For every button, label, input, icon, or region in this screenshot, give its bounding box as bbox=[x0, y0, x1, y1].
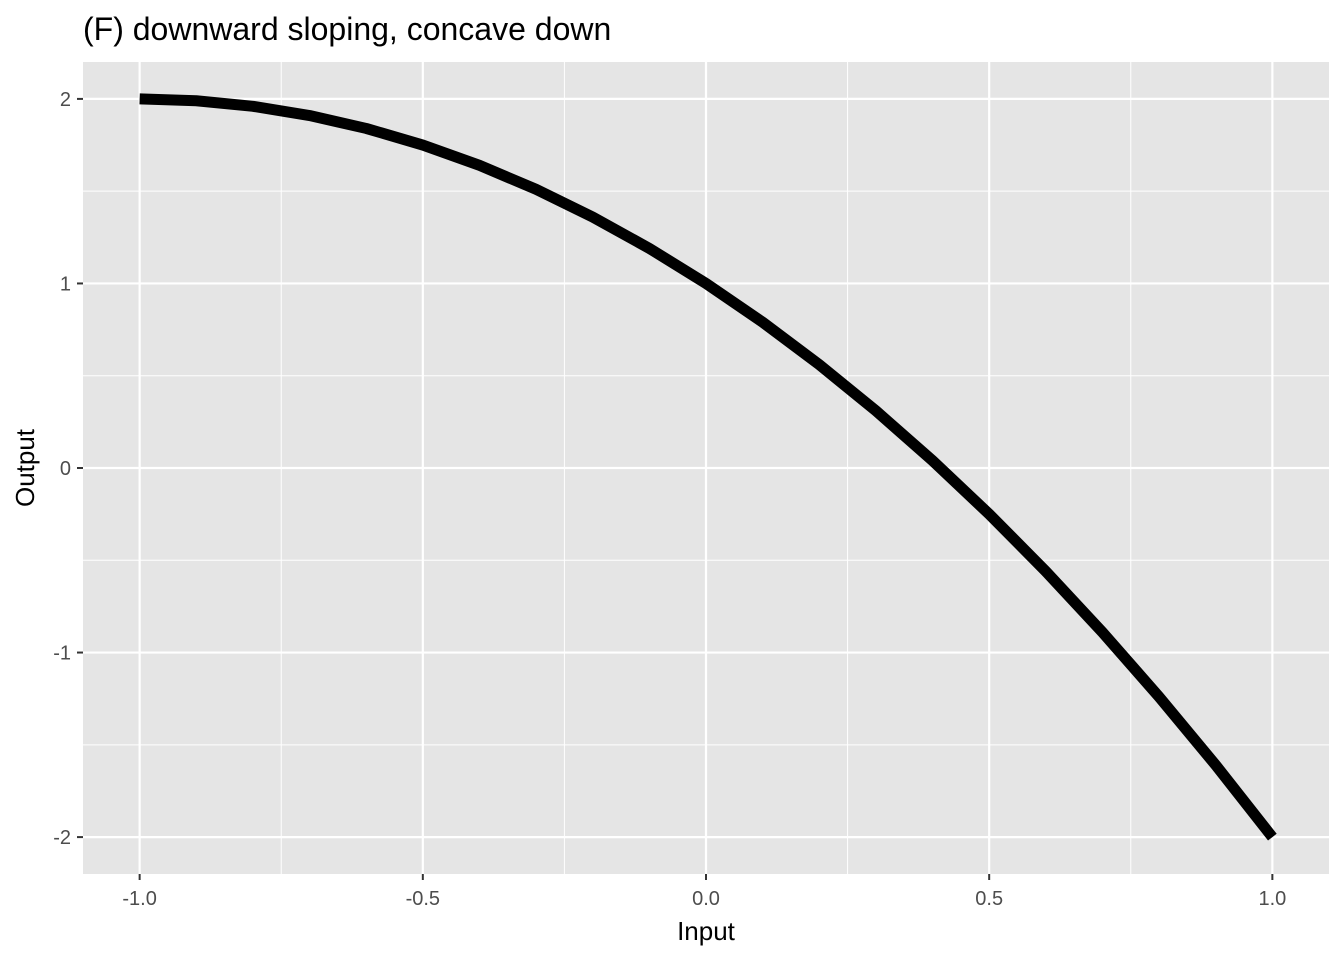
y-tick-label: 0 bbox=[60, 458, 71, 480]
x-tick-label: -1.0 bbox=[122, 888, 156, 910]
x-tick-label: 1.0 bbox=[1258, 888, 1286, 910]
series-line bbox=[139, 93, 1277, 841]
x-tick-label: 0.5 bbox=[975, 888, 1003, 910]
y-axis-title: Output bbox=[10, 428, 40, 507]
x-tick-label: -0.5 bbox=[406, 888, 440, 910]
chart-title: (F) downward sloping, concave down bbox=[83, 11, 611, 47]
x-axis: -1.0 -0.5 0.0 0.5 1.0 bbox=[122, 874, 1286, 910]
series-layer bbox=[139, 93, 1277, 841]
y-axis: -2 -1 0 1 2 bbox=[53, 89, 83, 849]
y-tick-label: -1 bbox=[53, 643, 71, 665]
major-gridlines bbox=[83, 62, 1329, 874]
x-tick-label: 0.0 bbox=[692, 888, 720, 910]
y-tick-label: -2 bbox=[53, 827, 71, 849]
x-axis-title: Input bbox=[677, 916, 736, 946]
y-tick-label: 1 bbox=[60, 273, 71, 295]
y-tick-label: 2 bbox=[60, 89, 71, 111]
